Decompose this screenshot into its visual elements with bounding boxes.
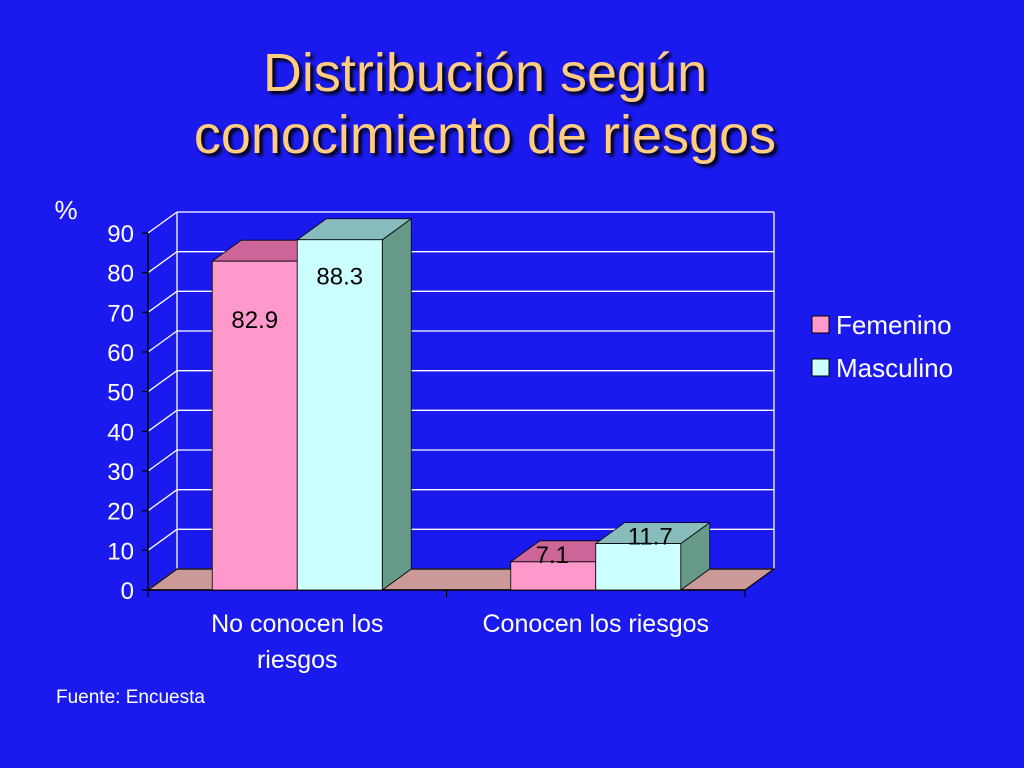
legend-swatch bbox=[811, 358, 830, 377]
title-line-1: Distribución según bbox=[262, 43, 708, 103]
gridline-depth bbox=[147, 449, 178, 472]
bar bbox=[510, 561, 597, 591]
bar bbox=[296, 239, 383, 591]
gridline-depth bbox=[147, 409, 178, 432]
bar bbox=[211, 260, 298, 591]
y-tick-label: 80 bbox=[107, 261, 134, 288]
data-label: 82.9 bbox=[231, 307, 278, 334]
gridline-depth bbox=[147, 211, 178, 234]
title-line-2: conocimiento de riesgos bbox=[193, 105, 777, 165]
data-label: 11.7 bbox=[628, 524, 673, 551]
legend-label: Masculino bbox=[836, 353, 953, 383]
legend-swatch bbox=[811, 315, 830, 334]
y-tick-label: 0 bbox=[121, 578, 134, 605]
x-category-label: riesgos bbox=[257, 646, 338, 674]
y-tick-label: 90 bbox=[107, 221, 134, 248]
gridline-depth bbox=[147, 251, 178, 274]
y-tick-label: 60 bbox=[107, 340, 134, 367]
legend-label: Femenino bbox=[836, 310, 952, 340]
y-tick-label: 20 bbox=[107, 499, 134, 526]
data-label: 88.3 bbox=[316, 264, 363, 291]
y-tick-label: 50 bbox=[107, 380, 134, 407]
data-label: 7.1 bbox=[536, 542, 569, 569]
gridline-depth bbox=[147, 489, 178, 512]
y-tick-label: 40 bbox=[107, 419, 134, 446]
bar-side bbox=[381, 217, 412, 591]
y-tick-label: 70 bbox=[107, 300, 134, 327]
y-tick-label: 30 bbox=[107, 459, 134, 486]
x-category-label: Conocen los riesgos bbox=[482, 610, 709, 638]
source-note: Fuente: Encuesta bbox=[56, 687, 205, 708]
gridline-depth bbox=[147, 370, 178, 393]
gridline-depth bbox=[147, 528, 178, 551]
slide-title: Distribución según conocimiento de riesg… bbox=[0, 42, 970, 166]
x-category-label: No conocen los bbox=[211, 610, 383, 638]
gridline-depth bbox=[147, 290, 178, 313]
y-axis-title: % bbox=[54, 195, 77, 225]
bar bbox=[595, 543, 682, 591]
gridline-depth bbox=[147, 330, 178, 353]
y-tick-label: 10 bbox=[107, 538, 134, 565]
